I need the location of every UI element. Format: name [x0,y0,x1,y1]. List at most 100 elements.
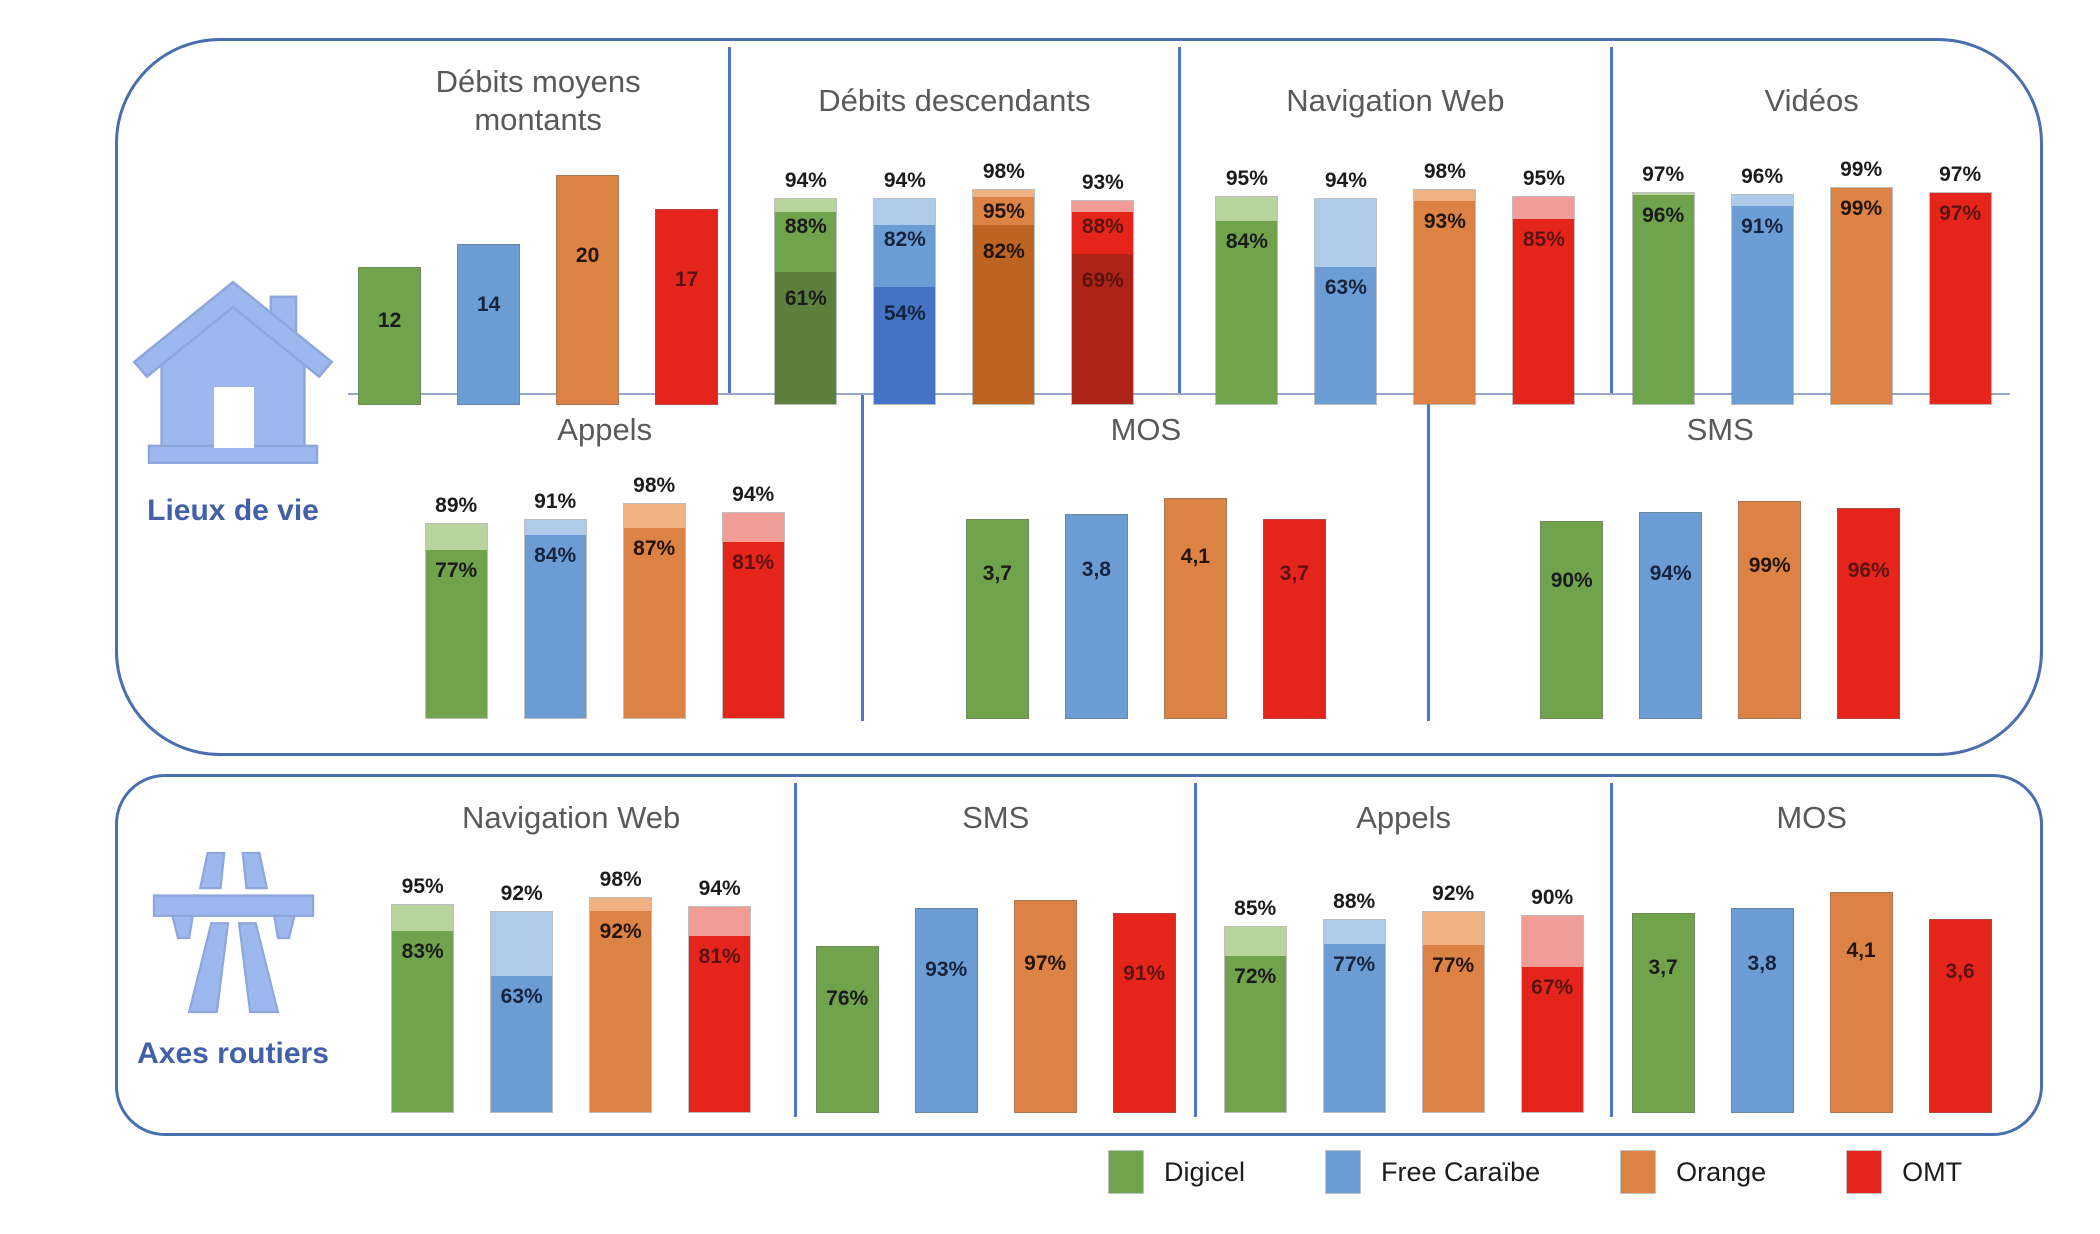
bar-mid-label: 82% [883,228,926,252]
bar-mid-segment: 95% [973,196,1035,226]
chart-title: Navigation Web [462,800,681,836]
legend-item-Digicel: Digicel [1108,1150,1245,1194]
axes-routiers-charts: Navigation Web 95% 83% 92% 63% 98% 92% 94% 81% SM… [348,777,2040,1133]
bar-ar-navigation-web-Free Caraïbe: 92% 63% [490,882,554,1113]
bar-total-label: 90% [1531,886,1574,909]
bar-ar-mos-Orange: 4,1 [1829,892,1893,1113]
bar-mid-label: 88% [1081,215,1124,238]
bar-main-label: 96% [1642,204,1685,228]
bar-main-label: 77% [1333,953,1376,977]
bar-cap-segment [1513,197,1575,219]
bar-ldv-videos-Free Caraïbe: 96% 91% [1730,165,1794,405]
bar-total-label: 94% [732,483,775,506]
chart-title: SMS [1686,412,1754,448]
bar-total-label: 94% [698,877,741,900]
bar-cap-segment [590,898,652,912]
chart-title: MOS [1776,800,1847,836]
legend-item-Free Caraïbe: Free Caraïbe [1325,1150,1540,1194]
bar-ar-mos-Digicel: 3,7 [1631,913,1695,1113]
bar-main-label: 81% [698,944,741,968]
bar-main-segment: 84% [524,535,586,718]
bar-main-label: 63% [500,984,543,1008]
bar-mid-segment: 82% [874,225,936,287]
bar-ldv-debits-descendants-Free Caraïbe: 94% 82% 54% [873,169,937,405]
bar-main-segment: 83% [392,931,454,1112]
bar-value-label: 94% [1649,562,1692,586]
bar-total-label: 96% [1741,165,1784,188]
plot-area: 12 14 20 17 [348,147,728,409]
chart-ldv-debits-moyens-montants: Débits moyens montants 12 14 20 17 [348,47,728,405]
lieux-de-vie-row-1: Débits moyens montants 12 14 20 17 Débits desc… [348,47,2010,405]
bar-ldv-videos-Digicel: 97% 96% [1631,163,1695,405]
bar-cap-segment [1216,197,1278,222]
bar-cap-segment [1414,190,1476,201]
bar-value-label: 3,6 [1945,960,1975,984]
bar-total-label: 89% [435,494,478,517]
bar-ldv-mos-Digicel: 3,7 [965,519,1029,719]
bar-value-label: 91% [1123,961,1166,985]
plot-area: 97% 96% 96% 91% 99% 99% 97% 97% [1613,147,2010,409]
chart-title: Vidéos [1764,83,1859,119]
chart-ldv-debits-descendants: Débits descendants 94% 88% 61% 94% 82% 54% 98% 9… [728,47,1177,405]
bar-total-label: 99% [1840,158,1883,181]
bar-ar-appels-OMT: 90% 67% [1520,886,1584,1113]
bar-ldv-appels-Orange: 98% 87% [622,474,686,719]
bar-ar-appels-Digicel: 85% 72% [1223,897,1287,1113]
bar-ldv-debits-descendants-OMT: 93% 88% 69% [1071,171,1135,405]
bar-mid-segment: 88% [775,212,837,272]
bar-value-label: 76% [826,986,869,1010]
bar-low-label: 61% [784,286,827,310]
bar-cap-segment [874,199,936,226]
bar-ar-sms-Digicel: 76% [815,946,879,1113]
bar-ldv-videos-OMT: 97% 97% [1928,163,1992,405]
bar-cap-segment [524,520,586,536]
bar-main-segment: 91% [1731,206,1793,404]
bar-total-label: 98% [1423,160,1466,183]
bar-main-label: 85% [1522,228,1565,251]
axes-routiers-card: Axes routiers Navigation Web 95% 83% 92% 63%… [115,774,2043,1136]
legend-label: Orange [1676,1156,1767,1187]
bar-cap-segment [392,905,454,932]
bar-low-segment: 61% [775,271,837,404]
legend: Digicel Free Caraïbe Orange OMT [1108,1150,1962,1194]
bar-main-segment: 67% [1521,966,1583,1112]
bar-value-label: 96% [1847,559,1890,583]
bar-value-label: 17 [674,268,699,292]
bar-ldv-navigation-web-Digicel: 95% 84% [1215,167,1279,405]
plot-area: 76% 93% 97% 91% [797,855,1194,1117]
legend-swatch-OMT [1846,1150,1883,1194]
bar-cap-segment [973,190,1035,197]
bar-main-label: 81% [732,550,775,574]
bar-ldv-mos-Orange: 4,1 [1163,498,1227,719]
bar-total-label: 97% [1642,163,1685,186]
bar-cap-segment [425,524,487,551]
bar-total-label: 94% [1324,169,1367,192]
chart-title: MOS [1110,412,1182,448]
bar-ldv-navigation-web-OMT: 95% 85% [1512,167,1576,405]
bar-total-label: 94% [883,169,926,192]
plot-area: 95% 84% 94% 63% 98% 93% 95% 85% [1181,147,1611,409]
bar-low-label: 82% [982,240,1025,264]
chart-ldv-videos: Vidéos 97% 96% 96% 91% 99% 99% 97% 97% [1610,47,2010,405]
bar-total-label: 98% [633,474,676,497]
bar-cap-segment [623,504,685,529]
bar-main-segment: 96% [1632,195,1694,404]
bar-mid-label: 95% [982,199,1025,223]
bar-total-label: 92% [500,882,543,905]
bar-value-label: 97% [1024,951,1067,975]
bar-cap-segment [491,912,553,976]
bar-cap-segment [1422,912,1484,945]
lieux-de-vie-charts: Débits moyens montants 12 14 20 17 Débits desc… [348,41,2040,753]
bar-value-label: 3,8 [1081,557,1111,581]
house-door [214,386,254,448]
bar-total-label: 95% [1522,167,1565,190]
bar-ldv-sms-OMT: 96% [1837,508,1901,719]
bar-ldv-mos-Free Caraïbe: 3,8 [1064,514,1128,719]
chart-ar-sms: SMS 76% 93% 97% 91% [794,783,1194,1117]
bar-low-label: 54% [883,301,926,325]
lieux-de-vie-row-2: Appels 89% 77% 91% 84% 98% 87% 94% 81% MOS 3,7 3,8 4… [348,393,2010,721]
bar-mid-label: 88% [784,215,827,239]
bar-main-segment: 92% [590,911,652,1112]
bar-main-label: 83% [401,940,444,964]
